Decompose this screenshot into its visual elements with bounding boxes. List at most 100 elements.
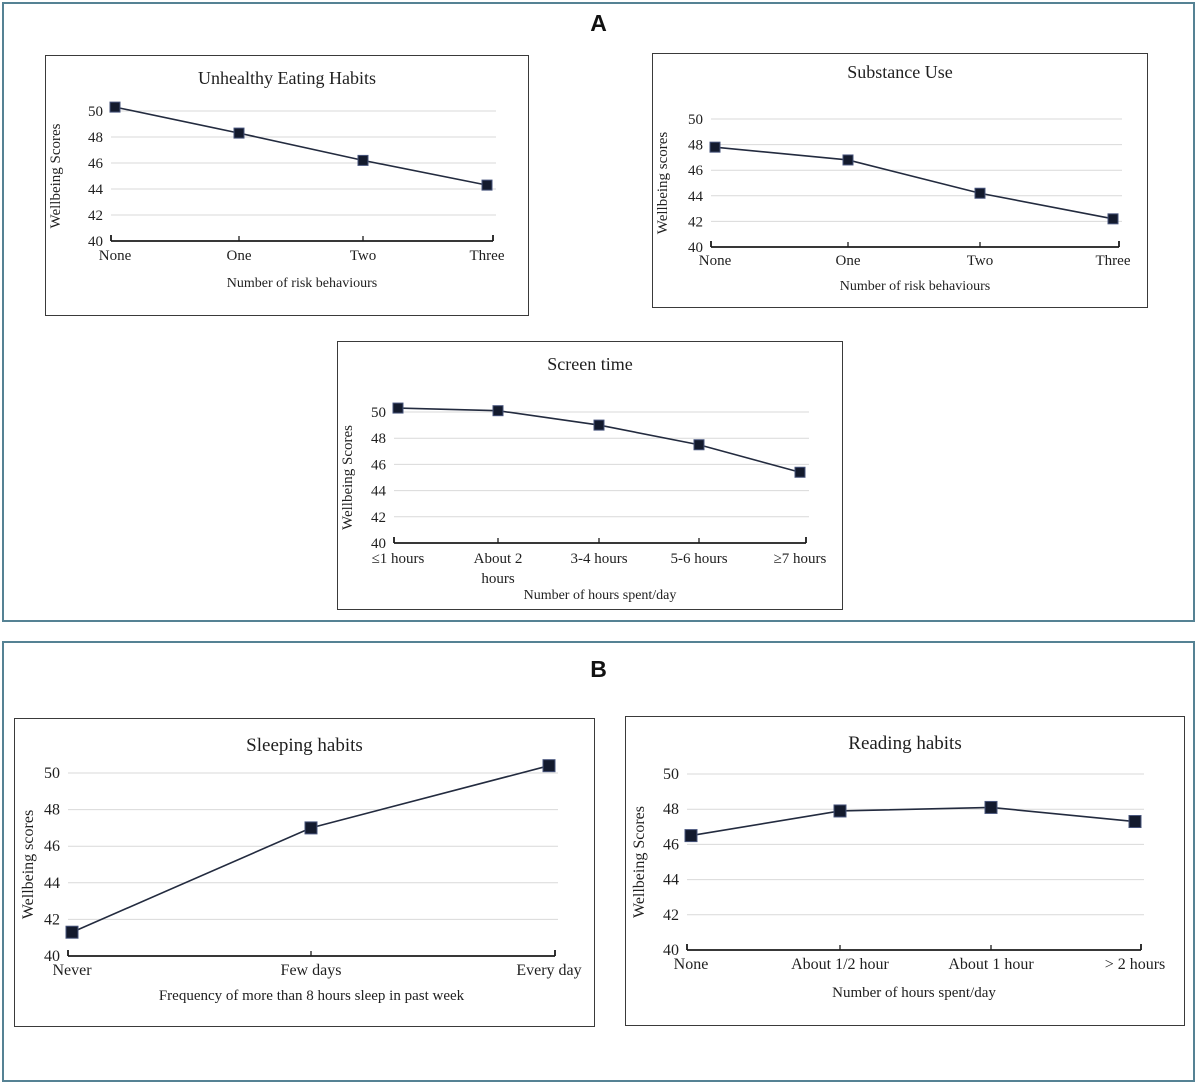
x-category-label: About 1 hour <box>948 956 1034 973</box>
x-category-label: Few days <box>281 962 342 979</box>
data-point-marker <box>109 101 121 113</box>
y-tick-label: 50 <box>88 104 103 120</box>
y-tick-label: 42 <box>371 510 386 526</box>
panel-a-label: A <box>590 10 607 36</box>
y-tick-label: 48 <box>88 130 103 146</box>
y-tick-label: 44 <box>44 875 60 892</box>
y-axis-title: Wellbeing Scores <box>48 123 64 228</box>
series-line <box>397 407 801 474</box>
x-category-label: ≤1 hours <box>372 551 425 567</box>
data-point-marker <box>481 179 493 191</box>
y-tick-label: 48 <box>663 801 679 818</box>
data-point-marker <box>974 187 986 199</box>
data-point-marker <box>684 829 698 843</box>
y-tick-label: 50 <box>371 405 386 421</box>
chart-svg-unhealthy-eating-habits: Unhealthy Eating Habits Wellbeing Scores 4… <box>48 68 505 291</box>
chart-title: Unhealthy Eating Habits <box>198 68 376 88</box>
series-line <box>71 764 550 933</box>
data-point-marker <box>842 154 854 166</box>
data-point-marker <box>794 466 806 478</box>
x-category-label: 5-6 hours <box>670 551 727 567</box>
x-axis-title: Number of risk behaviours <box>227 276 377 291</box>
x-category-label: > 2 hours <box>1105 956 1166 973</box>
y-axis-title: Wellbeing scores <box>20 810 37 919</box>
y-tick-label: 48 <box>44 802 60 819</box>
x-category-label: None <box>674 956 709 973</box>
data-point-marker <box>392 402 404 414</box>
x-category-label: Three <box>1096 253 1131 269</box>
chart-title: Sleeping habits <box>246 735 363 756</box>
chart-screen-time: Screen time Wellbeing Scores 40 42 44 46 48 50 ≤… <box>337 341 843 610</box>
data-point-marker <box>65 925 79 939</box>
data-point-marker <box>593 419 605 431</box>
x-category-label: None <box>99 248 132 264</box>
chart-svg-screen-time: Screen time Wellbeing Scores 40 42 44 46 48 50 ≤… <box>340 354 827 603</box>
data-point-marker <box>833 804 847 818</box>
y-tick-label: 46 <box>44 838 60 855</box>
y-tick-label: 48 <box>371 431 386 447</box>
data-point-marker <box>984 800 998 814</box>
chart-unhealthy-eating-habits: Unhealthy Eating Habits Wellbeing Scores 4… <box>45 55 529 316</box>
data-point-marker <box>492 405 504 417</box>
x-axis-title: Number of hours spent/day <box>524 588 677 603</box>
y-axis-title: Wellbeing scores <box>655 132 671 235</box>
x-category-label: About 2 hours <box>474 551 523 587</box>
y-tick-label: 50 <box>663 766 679 783</box>
series-line <box>114 106 488 186</box>
y-tick-label: 40 <box>44 948 60 965</box>
y-tick-label: 46 <box>688 163 704 179</box>
chart-svg-substance-use: Substance Use Wellbeing scores 40 42 44 46 48 5… <box>655 62 1131 294</box>
chart-svg-sleeping-habits: Sleeping habits Wellbeing scores 40 42 44 46 4… <box>20 735 582 1004</box>
y-tick-label: 46 <box>371 457 387 473</box>
x-category-label: Never <box>52 962 92 979</box>
y-tick-label: 42 <box>663 907 679 924</box>
chart-title: Reading habits <box>848 733 961 754</box>
x-category-label: Three <box>470 248 505 264</box>
data-point-marker <box>1128 815 1142 829</box>
series-line <box>690 806 1136 837</box>
y-tick-label: 40 <box>371 536 386 552</box>
panel-b: B Sleeping habits Wellbeing scores 40 42 44 4… <box>2 641 1195 1082</box>
y-axis-title: Wellbeing Scores <box>631 806 648 918</box>
y-tick-label: 44 <box>688 189 704 205</box>
chart-substance-use: Substance Use Wellbeing scores 40 42 44 46 48 5… <box>652 53 1148 308</box>
y-tick-label: 42 <box>88 208 103 224</box>
data-point-marker <box>1107 213 1119 225</box>
data-point-marker <box>233 127 245 139</box>
y-tick-label: 42 <box>44 911 60 928</box>
chart-reading-habits: Reading habits Wellbeing Scores 40 42 44 46 48… <box>625 716 1185 1026</box>
x-category-label: None <box>699 253 732 269</box>
chart-title: Screen time <box>547 354 632 374</box>
y-tick-label: 42 <box>688 214 703 230</box>
y-tick-label: 44 <box>371 484 387 500</box>
x-category-label: One <box>227 248 252 264</box>
y-tick-label: 46 <box>88 156 104 172</box>
x-category-label: One <box>836 253 861 269</box>
chart-sleeping-habits: Sleeping habits Wellbeing scores 40 42 44 46 4… <box>14 718 595 1027</box>
data-point-marker <box>693 439 705 451</box>
x-axis-title: Frequency of more than 8 hours sleep in … <box>159 988 465 1004</box>
x-category-label: 3-4 hours <box>570 551 627 567</box>
data-point-marker <box>709 141 721 153</box>
data-point-marker <box>304 821 318 835</box>
y-axis-title: Wellbeing Scores <box>340 425 356 530</box>
panel-b-label: B <box>590 656 607 682</box>
x-category-label: Every day <box>516 962 581 979</box>
y-tick-label: 40 <box>688 240 703 256</box>
data-point-marker <box>357 154 369 166</box>
y-tick-label: 48 <box>688 138 703 154</box>
y-tick-label: 50 <box>44 765 60 782</box>
x-axis-title: Number of risk behaviours <box>840 279 990 294</box>
y-tick-label: 44 <box>88 182 104 198</box>
y-tick-label: 44 <box>663 872 679 889</box>
y-tick-label: 46 <box>663 836 679 853</box>
chart-title: Substance Use <box>847 62 952 82</box>
series-line <box>714 146 1114 220</box>
x-category-label: Two <box>967 253 993 269</box>
y-tick-label: 40 <box>88 234 103 250</box>
x-category-label: About 1/2 hour <box>791 956 889 973</box>
x-category-label: ≥7 hours <box>774 551 827 567</box>
data-point-marker <box>542 759 556 773</box>
x-category-label: Two <box>350 248 376 264</box>
